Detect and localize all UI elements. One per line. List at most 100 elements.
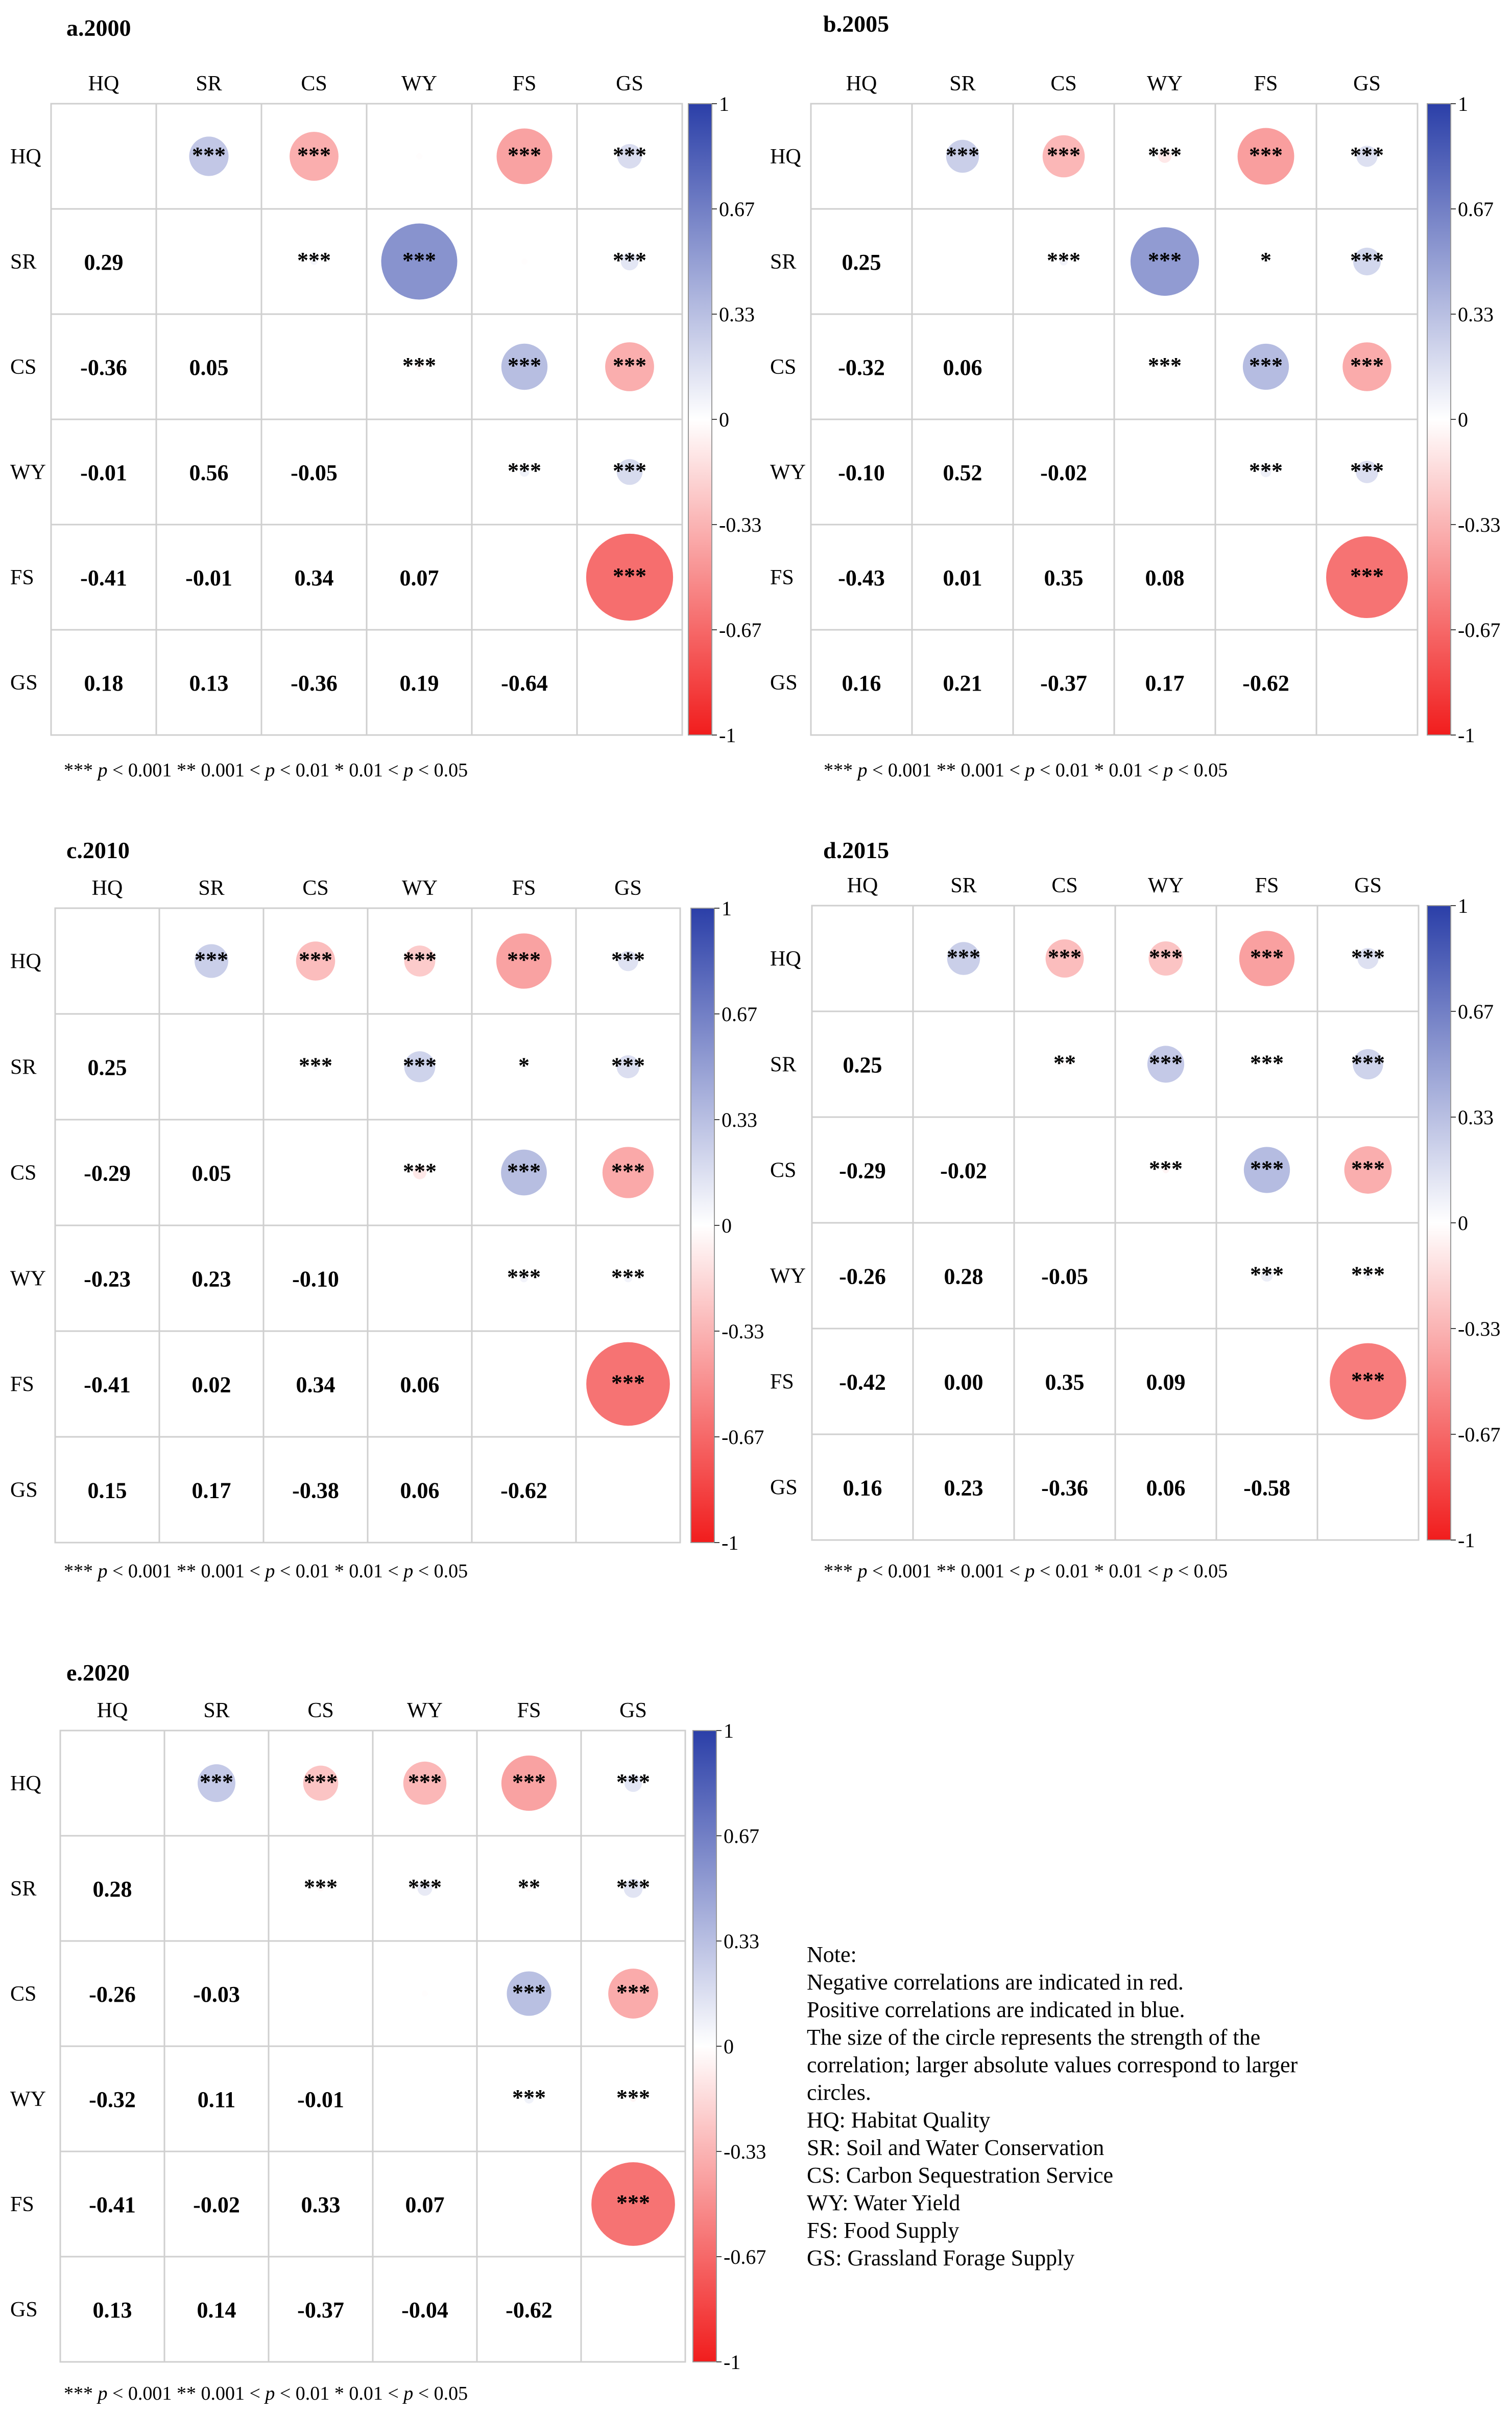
footnote-part: p [856, 760, 868, 781]
significance-stars: *** [507, 1159, 541, 1184]
column-label-GS: GS [619, 1699, 647, 1722]
correlation-circle [947, 942, 980, 975]
colorbar-tick-label: -0.33 [719, 513, 761, 536]
significance-stars: *** [1148, 143, 1182, 168]
colorbar-tick-label: -1 [1458, 1529, 1475, 1552]
significance-stars: *** [402, 353, 436, 378]
correlation-circle [1356, 146, 1378, 167]
correlation-circle [1162, 1167, 1169, 1173]
correlation-circle [617, 144, 642, 169]
correlation-circle [403, 1761, 447, 1805]
correlation-value: -0.36 [291, 671, 338, 696]
correlation-value: 0.19 [400, 671, 439, 696]
significance-stars: *** [613, 248, 646, 273]
significance-stars: *** [1047, 248, 1081, 273]
correlation-value: 0.23 [192, 1267, 231, 1292]
grid-cell [163, 1835, 270, 1942]
correlation-value: 0.06 [1146, 1476, 1186, 1501]
grid-cell [811, 905, 914, 1012]
footnote-part: p [97, 1560, 108, 1582]
correlation-circle [1162, 364, 1168, 370]
correlation-circle [624, 1774, 642, 1792]
colorbar-tick-label: -0.33 [724, 2140, 766, 2163]
correlation-circle [413, 1166, 427, 1179]
significance-stars: *** [1351, 1156, 1385, 1181]
significance-stars: *** [508, 353, 541, 378]
correlation-circle [507, 1971, 551, 2016]
column-label-FS: FS [1255, 874, 1279, 897]
significance-stars: *** [616, 2190, 650, 2215]
footnote-part: p [97, 760, 108, 781]
note-title: Note: [807, 1942, 857, 1967]
row-label-SR: SR [770, 250, 796, 274]
correlation-value: -0.37 [1040, 671, 1087, 696]
significance-stars: *** [508, 458, 541, 483]
correlation-circle [189, 136, 229, 176]
correlation-circle [1239, 931, 1295, 986]
significance-stars: *** [611, 1053, 645, 1078]
colorbar [690, 908, 715, 1543]
correlation-circle [1357, 948, 1379, 969]
correlation-value: 0.06 [943, 355, 982, 380]
correlation-value: 0.07 [405, 2192, 445, 2217]
footnote-part: p [263, 1560, 275, 1582]
significance-stars: *** [1048, 945, 1082, 970]
significance-stars: *** [947, 945, 980, 970]
grid-cell [912, 1010, 1015, 1118]
colorbar-tick-label: 0.33 [719, 303, 755, 326]
correlation-value: -0.62 [500, 1478, 547, 1503]
correlation-value: -0.62 [506, 2298, 553, 2323]
correlation-value: -0.32 [838, 355, 885, 380]
correlation-value: 0.09 [1146, 1370, 1186, 1395]
significance-stars: *** [1350, 458, 1384, 483]
significance-stars: *** [1149, 1051, 1183, 1076]
row-label-WY: WY [770, 1265, 806, 1288]
footnote-part: < 0.05 [413, 1560, 468, 1582]
colorbar [688, 103, 712, 736]
correlation-circle [616, 459, 643, 485]
correlation-value: -0.05 [1041, 1264, 1088, 1289]
row-label-FS: FS [10, 1373, 34, 1396]
significance-stars: *** [616, 2085, 650, 2110]
colorbar-tick-label: -1 [1458, 724, 1475, 747]
grid-cell [262, 1119, 369, 1226]
grid-cell [372, 2045, 478, 2152]
footnote-part: p [1162, 760, 1173, 781]
colorbar-tick-label: 0.67 [1458, 1000, 1494, 1023]
significance-stars: *** [1249, 458, 1283, 483]
grid-cell [1113, 418, 1216, 526]
grid-cell [476, 2150, 582, 2258]
correlation-circle [1045, 939, 1084, 978]
colorbar-tick-label: -0.67 [724, 2245, 766, 2268]
significance-stars: *** [512, 1980, 546, 2005]
correlation-value: 0.16 [843, 1476, 882, 1501]
grid-cell [580, 2256, 686, 2363]
row-label-HQ: HQ [770, 145, 801, 169]
correlation-value: 0.16 [842, 671, 881, 696]
grid-cell [1012, 313, 1115, 420]
grid-cell [158, 1013, 265, 1121]
column-label-CS: CS [301, 72, 327, 96]
significance-stars: *** [1351, 1262, 1385, 1287]
row-label-FS: FS [770, 566, 794, 589]
correlation-value: 0.34 [296, 1372, 335, 1398]
correlation-value: 0.06 [400, 1372, 440, 1398]
significance-stars: *** [403, 1053, 437, 1078]
footnote-part: < 0.001 [108, 2383, 177, 2404]
correlation-circle [1237, 128, 1294, 185]
row-label-SR: SR [10, 250, 36, 274]
significance-stars: *** [611, 1265, 645, 1290]
correlation-value: 0.28 [93, 1877, 132, 1902]
colorbar-tick-label: 0.33 [722, 1108, 757, 1131]
footnote-part: p [402, 1560, 413, 1582]
correlation-circle [1356, 461, 1378, 483]
correlation-circle [520, 1274, 528, 1283]
colorbar-tick-label: 0.67 [722, 1003, 757, 1026]
footnote-part: p [402, 760, 413, 781]
significance-stars: *** [507, 948, 541, 973]
grid-cell [1214, 524, 1317, 631]
correlation-circle [1042, 135, 1085, 178]
grid-cell [1316, 1433, 1420, 1541]
grid-cell [576, 629, 683, 736]
